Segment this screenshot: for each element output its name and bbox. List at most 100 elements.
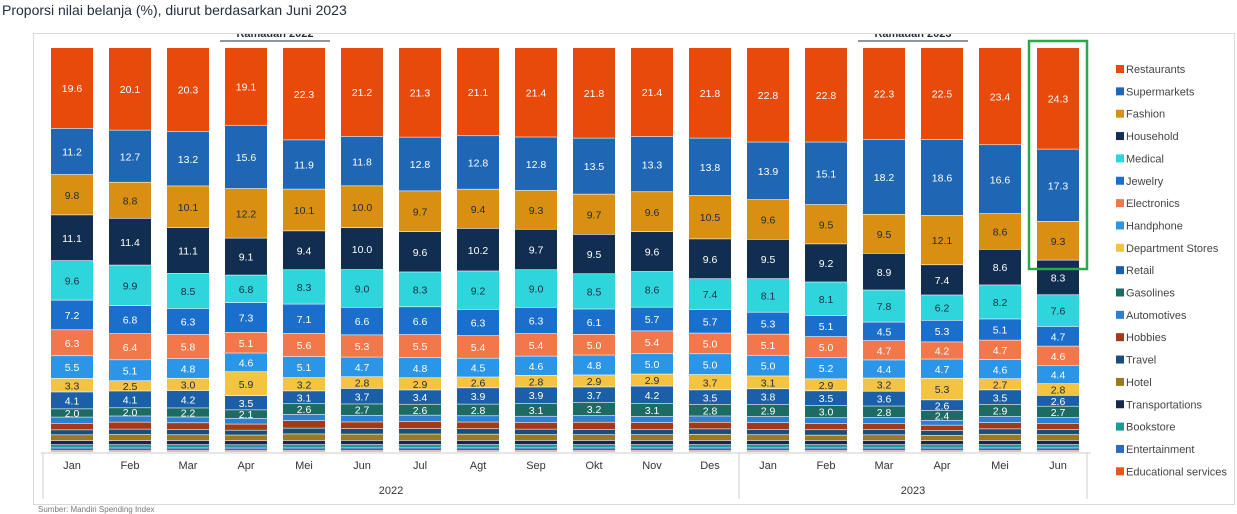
data-label: 22.5 — [932, 89, 953, 101]
bar-seg-medical-15 — [921, 295, 963, 320]
data-label: 6.6 — [355, 316, 370, 328]
bar-seg-automotives-3 — [225, 418, 267, 424]
bar-seg-fashion-14 — [863, 214, 905, 254]
bar-seg-supermarkets-12 — [747, 142, 789, 200]
bar-seg-hotel-7 — [457, 434, 499, 441]
bar-seg-restaurants-4 — [283, 48, 325, 140]
data-label: 21.3 — [410, 88, 431, 100]
bar-seg-restaurants-8 — [515, 48, 557, 137]
bar-seg-jewelry-6 — [399, 307, 441, 335]
bar-seg-restaurants-6 — [399, 48, 441, 137]
bar-seg-department-stores-13 — [805, 379, 847, 391]
bar-seg-bookstore-1 — [109, 445, 151, 448]
data-label: 15.1 — [816, 168, 837, 180]
x-tick-label: Jan — [759, 460, 777, 472]
bar-seg-restaurants-12 — [747, 48, 789, 142]
data-label: 9.8 — [65, 190, 80, 202]
bar-seg-supermarkets-7 — [457, 136, 499, 189]
bar-seg-electronics-11 — [689, 333, 731, 354]
bar-seg-fashion-16 — [979, 213, 1021, 249]
data-label: 7.2 — [65, 310, 80, 322]
data-label: 10.0 — [352, 202, 373, 214]
bar-seg-transportations-13 — [805, 440, 847, 445]
bar-seg-educational-services-5 — [341, 450, 383, 452]
bar-seg-educational-services-2 — [167, 450, 209, 452]
data-label: 2.6 — [413, 405, 428, 417]
bar-seg-retail-11 — [689, 390, 731, 405]
bar-seg-bookstore-11 — [689, 444, 731, 448]
bar-seg-supermarkets-0 — [51, 128, 93, 175]
bar-seg-electronics-13 — [805, 336, 847, 358]
bar-seg-hotel-14 — [863, 435, 905, 441]
x-tick-label: Agt — [470, 460, 487, 472]
bar-seg-automotives-9 — [573, 415, 615, 422]
bar-seg-household-1 — [109, 218, 151, 265]
bar-seg-department-stores-16 — [979, 378, 1021, 390]
bar-seg-jewelry-12 — [747, 312, 789, 334]
bar-seg-department-stores-12 — [747, 376, 789, 389]
data-label: 5.0 — [761, 361, 776, 373]
bar-seg-electronics-14 — [863, 340, 905, 360]
bar-seg-restaurants-1 — [109, 48, 151, 130]
bar-seg-bookstore-6 — [399, 444, 441, 448]
bar-seg-gasolines-12 — [747, 404, 789, 417]
data-label: 3.0 — [819, 407, 834, 419]
bar-seg-transportations-0 — [51, 440, 93, 445]
bar-seg-entertainment-16 — [979, 448, 1021, 451]
bar-seg-fashion-6 — [399, 191, 441, 232]
bar-seg-fashion-12 — [747, 199, 789, 240]
bar-seg-transportations-8 — [515, 440, 557, 445]
legend-swatch — [1116, 355, 1124, 364]
bar-seg-gasolines-5 — [341, 404, 383, 415]
data-label: 12.8 — [410, 159, 431, 171]
bar-seg-supermarkets-15 — [921, 139, 963, 216]
bar-seg-transportations-12 — [747, 440, 789, 445]
bar-seg-bookstore-9 — [573, 444, 615, 448]
data-label: 3.5 — [993, 392, 1008, 404]
bar-seg-fashion-17 — [1037, 221, 1079, 260]
bar-seg-department-stores-7 — [457, 377, 499, 388]
bar-seg-jewelry-17 — [1037, 326, 1079, 346]
data-label: 9.4 — [471, 204, 486, 216]
bar-seg-supermarkets-1 — [109, 130, 151, 182]
bar-seg-educational-services-11 — [689, 450, 731, 452]
bar-seg-jewelry-15 — [921, 320, 963, 342]
bar-seg-restaurants-16 — [979, 48, 1021, 145]
bar-seg-household-15 — [921, 265, 963, 295]
bar-seg-fashion-10 — [631, 192, 673, 232]
bar-seg-entertainment-3 — [225, 448, 267, 451]
data-label: 7.3 — [239, 313, 254, 325]
data-label: 2.6 — [471, 378, 486, 390]
data-label: 3.2 — [587, 404, 602, 416]
bar-seg-household-14 — [863, 253, 905, 290]
data-label: 3.1 — [297, 392, 312, 404]
bar-seg-electronics-7 — [457, 335, 499, 358]
bar-seg-handphone-2 — [167, 358, 209, 378]
data-label: 9.2 — [471, 285, 486, 297]
bar-seg-automotives-8 — [515, 416, 557, 423]
bar-seg-household-5 — [341, 228, 383, 270]
bar-seg-hobbies-3 — [225, 424, 267, 430]
bar-seg-automotives-4 — [283, 414, 325, 421]
bar-seg-medical-0 — [51, 260, 93, 300]
bar-seg-medical-9 — [573, 274, 615, 309]
data-label: 6.2 — [935, 303, 950, 315]
data-label: 22.3 — [874, 89, 895, 101]
bar-seg-handphone-9 — [573, 355, 615, 375]
data-label: 3.7 — [355, 391, 370, 403]
bar-seg-entertainment-8 — [515, 448, 557, 451]
bar-seg-hobbies-1 — [109, 422, 151, 429]
x-tick-label: Des — [700, 460, 720, 472]
data-label: 6.3 — [529, 316, 544, 328]
data-label: 22.8 — [816, 90, 837, 102]
data-label: 5.8 — [181, 342, 196, 354]
chart-frame: 19.6 11.2 9.8 11.1 9.6 7.2 6.3 5.5 3.3 4.1 2.0 20.1… — [33, 33, 1235, 505]
bar-seg-supermarkets-10 — [631, 136, 673, 192]
bar-seg-hotel-17 — [1037, 434, 1079, 441]
data-label: 2.7 — [355, 405, 370, 417]
data-label: 4.6 — [529, 361, 544, 373]
bar-seg-medical-8 — [515, 270, 557, 307]
legend-swatch — [1116, 444, 1124, 453]
bar-seg-hobbies-2 — [167, 423, 209, 430]
data-label: 9.5 — [877, 229, 892, 241]
